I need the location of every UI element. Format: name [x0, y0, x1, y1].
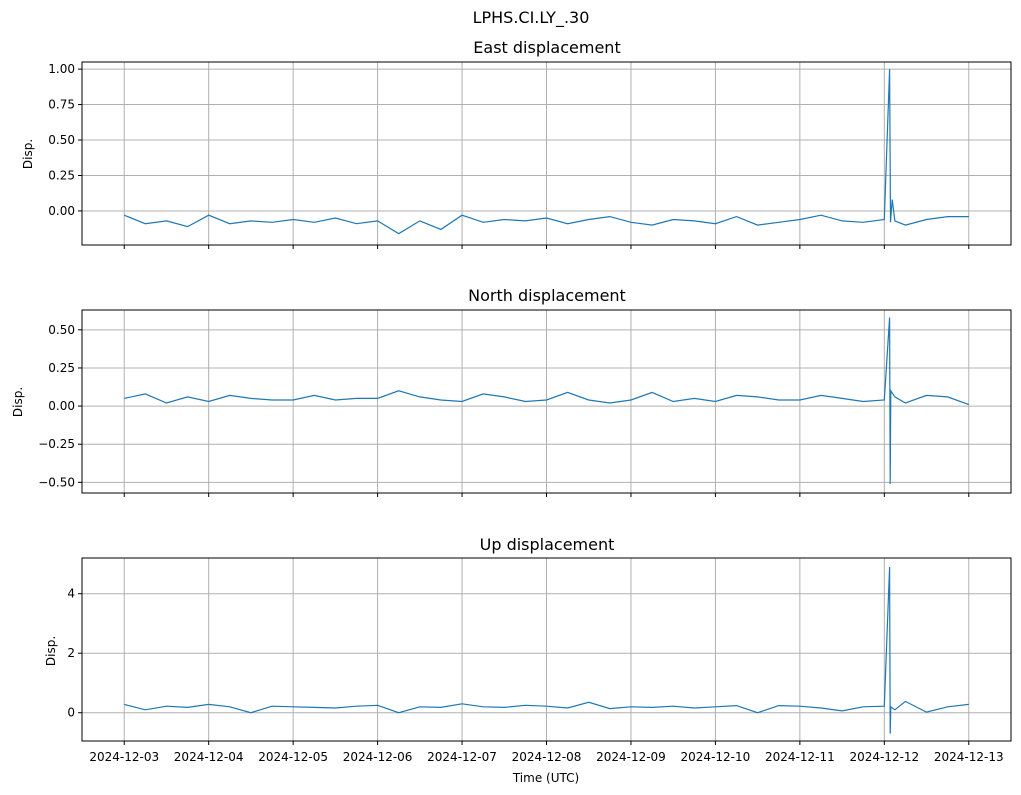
x-tick-label: 2024-12-03 [89, 750, 159, 764]
panel-up-frame [81, 557, 1012, 742]
panel-east-ylabel: Disp. [21, 139, 35, 169]
x-tick-label: 2024-12-08 [512, 750, 582, 764]
y-tick-label: 0.75 [48, 98, 75, 112]
x-tick-label: 2024-12-12 [849, 750, 919, 764]
x-tick-label: 2024-12-06 [343, 750, 413, 764]
y-tick-label: 2 [67, 646, 75, 660]
y-tick-label: 1.00 [48, 62, 75, 76]
y-tick-label: 0.25 [48, 361, 75, 375]
x-tick-label: 2024-12-04 [174, 750, 244, 764]
y-tick-label: 4 [67, 587, 75, 601]
panel-north: North displacement Disp. −0.50 −0.25 0.00 0… [11, 286, 1012, 497]
panel-up-ylabel: Disp. [44, 636, 58, 666]
panel-up-title: Up displacement [480, 535, 615, 554]
panel-north-x-ticks [123, 493, 970, 497]
panel-north-series-line [124, 317, 970, 484]
panel-north-frame [81, 309, 1012, 494]
panel-up-y-ticks: 0 2 4 [67, 587, 82, 720]
panel-east-x-ticks [123, 245, 970, 249]
panel-north-y-ticks: −0.50 −0.25 0.00 0.25 0.50 [38, 323, 82, 489]
panel-east-series-line [123, 69, 969, 235]
figure-suptitle: LPHS.CI.LY_.30 [473, 8, 590, 28]
panel-east-title: East displacement [473, 38, 620, 57]
x-tick-label: 2024-12-11 [765, 750, 835, 764]
x-tick-label: 2024-12-13 [934, 750, 1004, 764]
panel-east-y-ticks: 0.00 0.25 0.50 0.75 1.00 [48, 62, 82, 218]
panel-up: Up displacement Disp. 024 2024-12-03 2024… [44, 535, 1012, 764]
panel-up-grid [82, 558, 1011, 741]
panel-up-series-line [124, 566, 969, 734]
y-tick-label: −0.50 [38, 475, 75, 489]
panel-up-x-ticks: 2024-12-03 2024-12-04 2024-12-05 2024-12-06… [89, 741, 1004, 764]
x-tick-label: 2024-12-10 [681, 750, 751, 764]
y-tick-label: 0.00 [48, 399, 75, 413]
y-tick-label: 0.50 [48, 133, 75, 147]
x-axis-label: Time (UTC) [512, 771, 579, 785]
y-tick-label: 0.50 [48, 323, 75, 337]
x-tick-label: 2024-12-07 [427, 750, 497, 764]
panel-east: East displacement Disp. 0.00 0.25 0.50 0.75… [21, 38, 1012, 249]
x-tick-label: 2024-12-09 [596, 750, 666, 764]
panel-north-title: North displacement [468, 286, 626, 305]
y-tick-label: 0.00 [48, 204, 75, 218]
panel-east-frame [81, 61, 1012, 246]
y-tick-label: 0.25 [48, 168, 75, 182]
panel-north-ylabel: Disp. [11, 387, 25, 417]
panel-east-grid [82, 62, 1011, 245]
y-tick-label: −0.25 [38, 437, 75, 451]
y-tick-label: 0 [67, 706, 75, 720]
x-tick-label: 2024-12-05 [258, 750, 328, 764]
